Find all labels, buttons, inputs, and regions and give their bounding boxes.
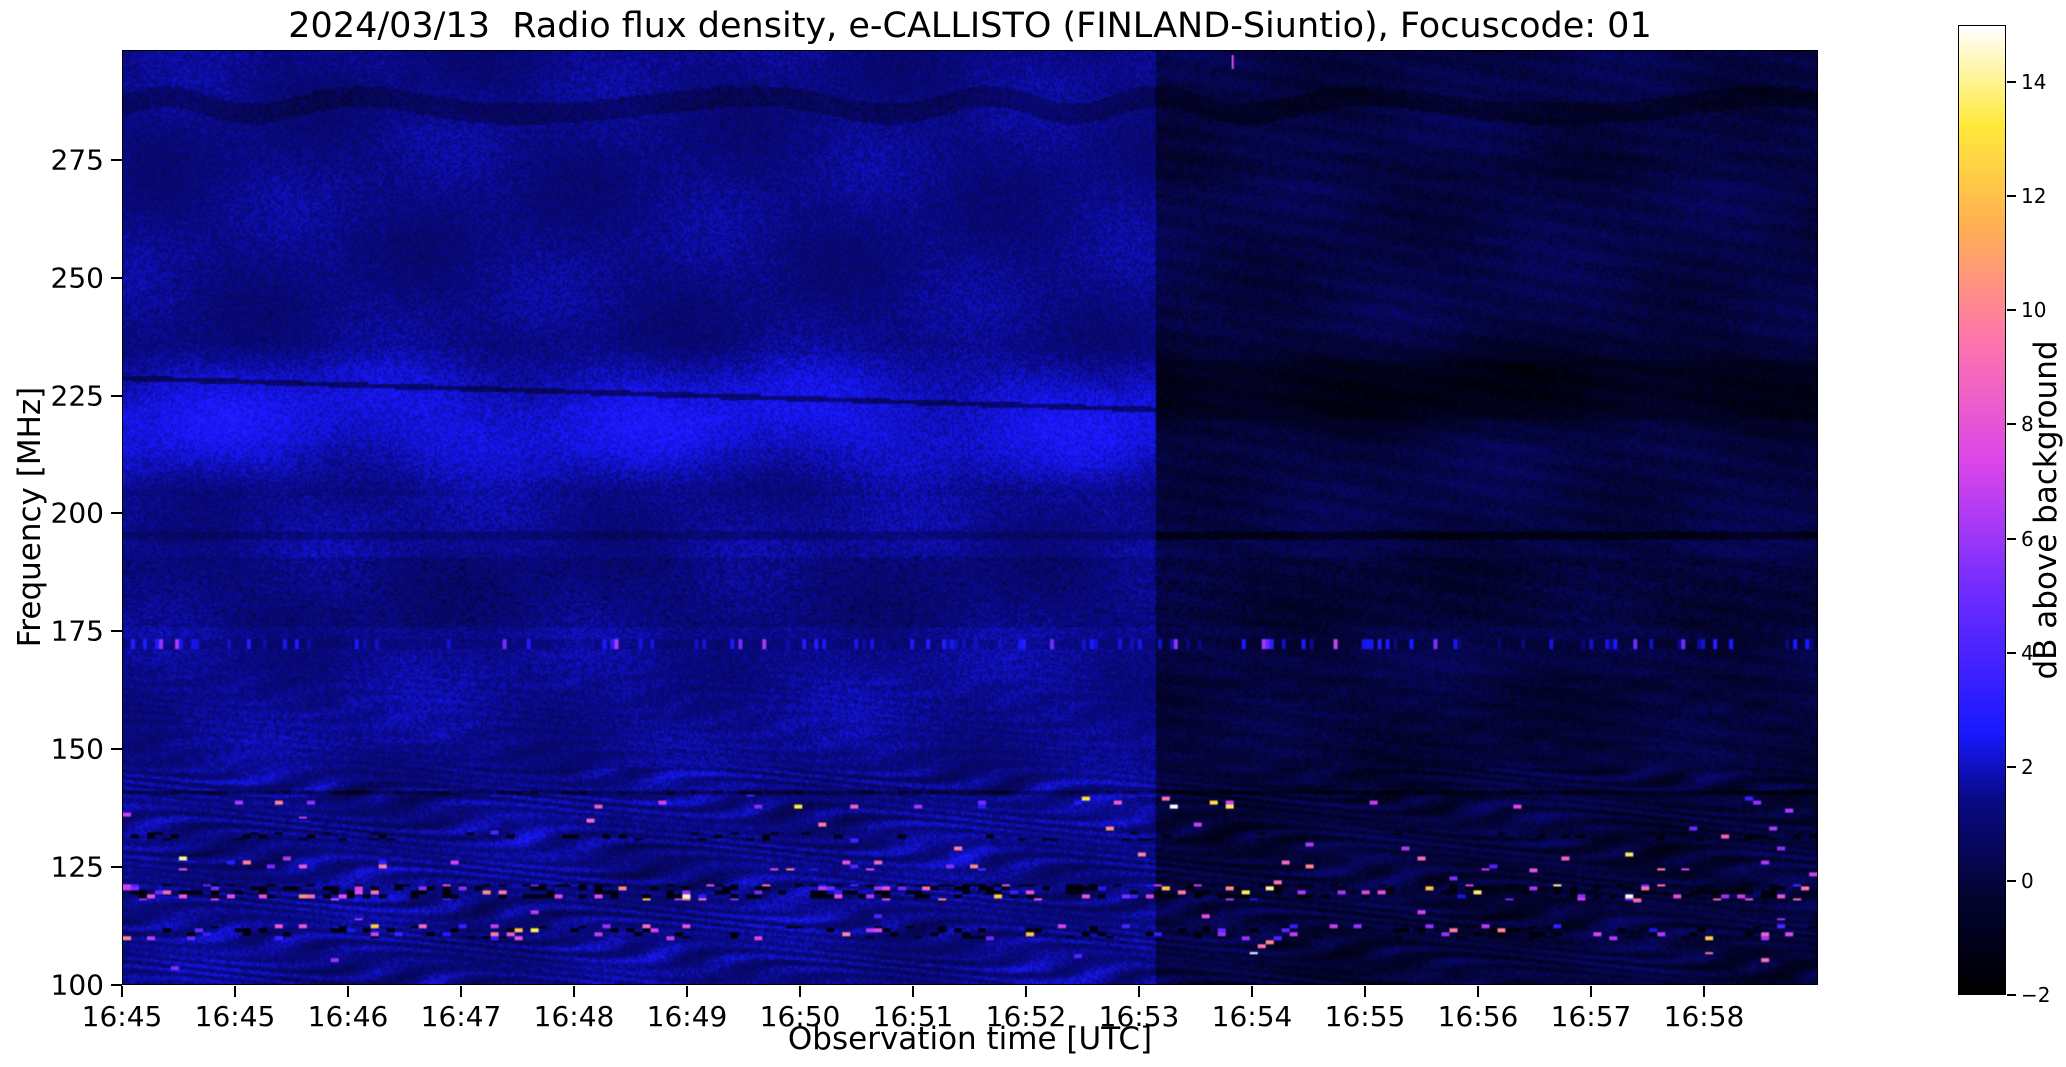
- x-tick-label: 16:53: [1098, 1000, 1180, 1033]
- x-tick-label: 16:57: [1550, 1000, 1632, 1033]
- colorbar-label: dB above background: [2028, 340, 2064, 680]
- x-tick-label: 16:45: [194, 1000, 276, 1033]
- x-tick-mark: [347, 986, 349, 997]
- y-tick-label: 250: [50, 261, 104, 295]
- y-tick-mark: [111, 512, 122, 515]
- y-tick-label: 200: [50, 496, 104, 530]
- colorbar-tick-mark: [2007, 994, 2016, 996]
- x-tick-mark: [1025, 986, 1027, 997]
- colorbar-tick-mark: [2007, 765, 2016, 768]
- colorbar-tick-label: 0: [2021, 868, 2034, 893]
- y-tick-label: 225: [50, 379, 104, 413]
- x-tick-mark: [686, 986, 688, 997]
- x-tick-label: 16:55: [1324, 1000, 1406, 1033]
- y-tick-mark: [111, 630, 122, 633]
- x-tick-mark: [1477, 986, 1479, 997]
- x-tick-mark: [1364, 986, 1366, 997]
- colorbar-tick-mark: [2007, 651, 2016, 654]
- x-tick-mark: [234, 986, 236, 997]
- colorbar-tick-mark: [2007, 81, 2016, 84]
- y-tick-label: 275: [50, 143, 104, 177]
- y-tick-mark: [111, 866, 122, 869]
- colorbar-gradient-canvas: [1958, 25, 2006, 995]
- figure-title: 2024/03/13 Radio flux density, e-CALLIST…: [288, 6, 1652, 46]
- y-tick-label: 100: [50, 968, 104, 1002]
- colorbar-tick-mark: [2007, 195, 2016, 198]
- colorbar-tick-label: 2: [2021, 754, 2034, 779]
- x-tick-mark: [121, 986, 123, 997]
- colorbar-tick-mark: [2007, 537, 2016, 540]
- x-tick-mark: [799, 986, 801, 997]
- x-tick-mark: [1138, 986, 1140, 997]
- y-tick-label: 175: [50, 614, 104, 648]
- y-tick-label: 150: [50, 732, 104, 766]
- x-tick-label: 16:56: [1437, 1000, 1519, 1033]
- colorbar-tick-mark: [2007, 879, 2016, 882]
- y-tick-label: 125: [50, 850, 104, 884]
- y-tick-mark: [111, 158, 122, 161]
- colorbar-tick-label: 4: [2021, 640, 2034, 665]
- colorbar-tick-mark: [2007, 423, 2016, 426]
- y-tick-mark: [111, 394, 122, 397]
- y-tick-mark: [111, 748, 122, 751]
- x-tick-mark: [912, 986, 914, 997]
- y-tick-mark: [111, 276, 122, 279]
- x-tick-label: 16:47: [420, 1000, 502, 1033]
- colorbar-tick-mark: [2007, 309, 2016, 312]
- colorbar-tick-label: 6: [2021, 526, 2034, 551]
- spectrogram-heatmap-canvas: [122, 50, 1818, 985]
- x-tick-label: 16:46: [307, 1000, 389, 1033]
- y-tick-mark: [111, 984, 122, 986]
- x-tick-label: 16:49: [646, 1000, 728, 1033]
- colorbar-tick-label: 12: [2021, 184, 2047, 209]
- x-tick-mark: [1251, 986, 1253, 997]
- colorbar-tick-label: −2: [2021, 983, 2051, 1007]
- x-tick-label: 16:48: [533, 1000, 615, 1033]
- x-tick-mark: [573, 986, 575, 997]
- x-tick-label: 16:52: [985, 1000, 1067, 1033]
- x-tick-mark: [460, 986, 462, 997]
- x-tick-label: 16:45: [81, 1000, 163, 1033]
- x-tick-mark: [1590, 986, 1592, 997]
- x-tick-mark: [1703, 986, 1705, 997]
- colorbar-tick-label: 10: [2021, 298, 2047, 323]
- x-tick-label: 16:54: [1211, 1000, 1293, 1033]
- x-axis-label: Observation time [UTC]: [787, 1021, 1153, 1057]
- x-tick-label: 16:58: [1663, 1000, 1745, 1033]
- colorbar-tick-label: 14: [2021, 70, 2047, 95]
- x-tick-label: 16:51: [872, 1000, 954, 1033]
- colorbar-tick-label: 8: [2021, 412, 2034, 437]
- x-tick-label: 16:50: [759, 1000, 841, 1033]
